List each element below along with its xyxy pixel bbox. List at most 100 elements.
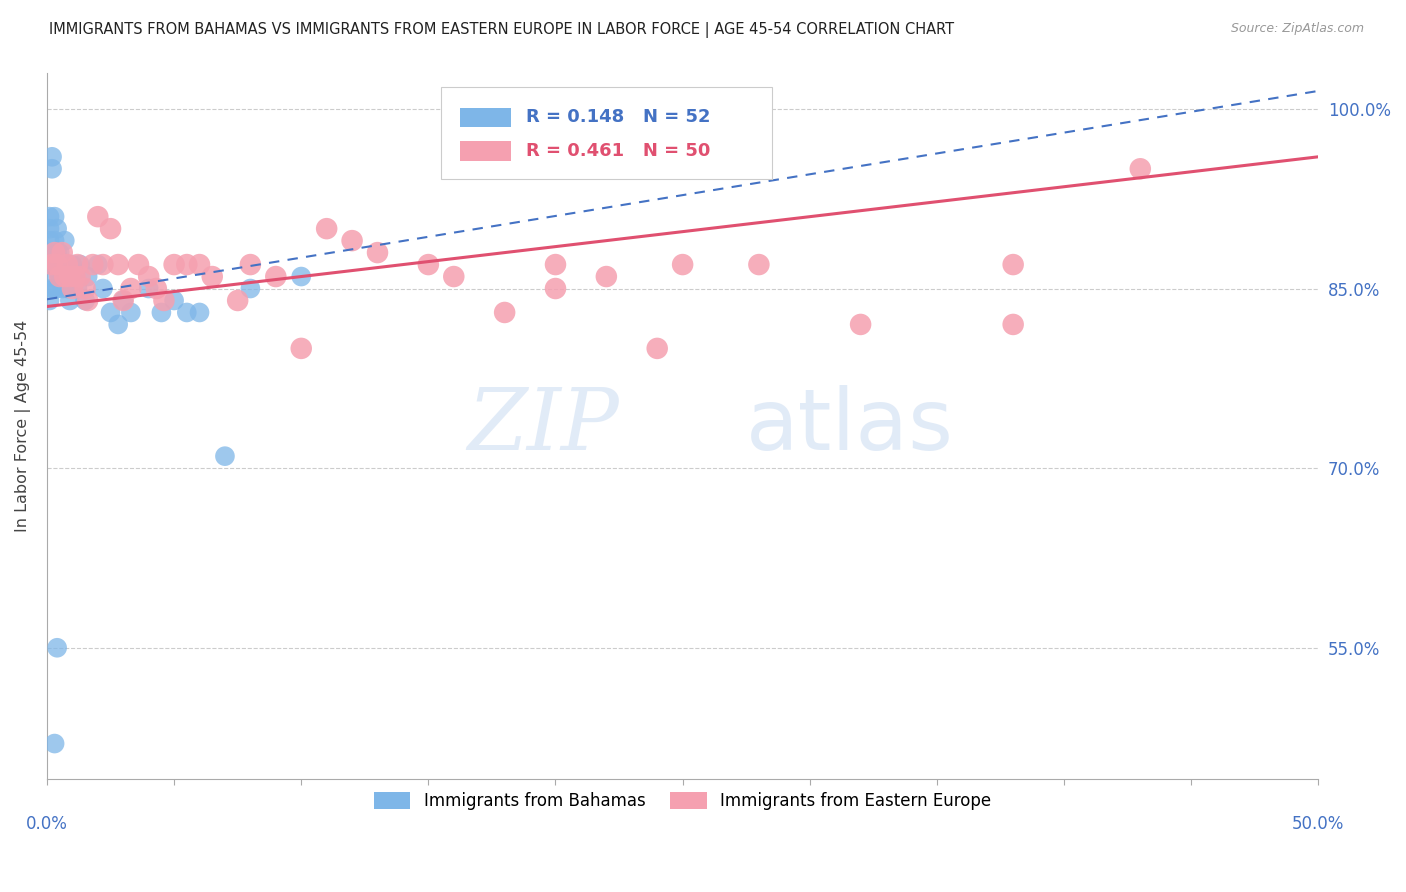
Point: [443, 269, 465, 284]
Point: [138, 269, 160, 284]
Text: Source: ZipAtlas.com: Source: ZipAtlas.com: [1230, 22, 1364, 36]
Point: [188, 258, 211, 272]
Point: [53, 258, 76, 272]
Point: [60, 281, 83, 295]
Point: [1002, 318, 1025, 332]
Point: [66, 258, 89, 272]
Y-axis label: In Labor Force | Age 45-54: In Labor Force | Age 45-54: [15, 320, 31, 533]
Point: [100, 221, 122, 235]
Point: [214, 449, 236, 463]
Point: [44, 210, 66, 224]
Text: R = 0.148   N = 52: R = 0.148 N = 52: [526, 109, 711, 127]
Point: [494, 305, 516, 319]
Point: [41, 161, 63, 176]
Point: [91, 258, 114, 272]
Point: [87, 210, 110, 224]
Point: [290, 269, 312, 284]
Point: [226, 293, 249, 308]
Text: atlas: atlas: [747, 384, 955, 467]
Point: [315, 221, 337, 235]
Point: [645, 342, 668, 356]
Text: 0.0%: 0.0%: [27, 815, 67, 833]
Point: [46, 281, 69, 295]
Point: [46, 221, 69, 235]
Point: [44, 281, 66, 295]
Point: [87, 258, 110, 272]
Point: [544, 258, 567, 272]
Point: [56, 258, 79, 272]
Point: [38, 210, 60, 224]
Point: [69, 258, 91, 272]
Point: [82, 258, 104, 272]
Point: [38, 258, 60, 272]
Bar: [460, 141, 510, 161]
Point: [46, 258, 69, 272]
Point: [418, 258, 440, 272]
Point: [59, 293, 82, 308]
Point: [41, 150, 63, 164]
Point: [51, 269, 73, 284]
Point: [1129, 161, 1152, 176]
Point: [443, 150, 465, 164]
Point: [53, 234, 76, 248]
Point: [595, 269, 617, 284]
Point: [849, 318, 872, 332]
Point: [76, 269, 98, 284]
Point: [51, 245, 73, 260]
Point: [201, 269, 224, 284]
Point: [56, 281, 79, 295]
Point: [38, 269, 60, 284]
Point: [163, 258, 186, 272]
Point: [41, 281, 63, 295]
Point: [672, 258, 695, 272]
Point: [150, 305, 173, 319]
Bar: [460, 108, 510, 128]
Legend: Immigrants from Bahamas, Immigrants from Eastern Europe: Immigrants from Bahamas, Immigrants from…: [367, 786, 998, 817]
Point: [38, 221, 60, 235]
Point: [63, 269, 86, 284]
Point: [46, 640, 69, 655]
Point: [1002, 258, 1025, 272]
Point: [38, 234, 60, 248]
Point: [290, 342, 312, 356]
Point: [138, 281, 160, 295]
Point: [107, 318, 129, 332]
Point: [163, 293, 186, 308]
Point: [748, 258, 770, 272]
Point: [91, 281, 114, 295]
Point: [120, 281, 142, 295]
Point: [264, 269, 287, 284]
Point: [112, 293, 135, 308]
Point: [41, 258, 63, 272]
Point: [176, 305, 198, 319]
Point: [44, 737, 66, 751]
Point: [46, 258, 69, 272]
Text: R = 0.461   N = 50: R = 0.461 N = 50: [526, 142, 710, 160]
Point: [60, 258, 83, 272]
Point: [544, 281, 567, 295]
Point: [176, 258, 198, 272]
Point: [145, 281, 167, 295]
Point: [53, 269, 76, 284]
Point: [69, 269, 91, 284]
FancyBboxPatch shape: [441, 87, 772, 179]
Text: 50.0%: 50.0%: [1292, 815, 1344, 833]
Point: [153, 293, 176, 308]
Point: [60, 269, 83, 284]
Point: [51, 281, 73, 295]
Point: [59, 269, 82, 284]
Point: [46, 245, 69, 260]
Point: [66, 281, 89, 295]
Text: ZIP: ZIP: [467, 384, 619, 467]
Point: [112, 293, 135, 308]
Point: [44, 234, 66, 248]
Point: [107, 258, 129, 272]
Point: [76, 293, 98, 308]
Point: [48, 269, 70, 284]
Point: [38, 293, 60, 308]
Point: [239, 281, 262, 295]
Point: [59, 269, 82, 284]
Point: [44, 245, 66, 260]
Point: [51, 258, 73, 272]
Point: [239, 258, 262, 272]
